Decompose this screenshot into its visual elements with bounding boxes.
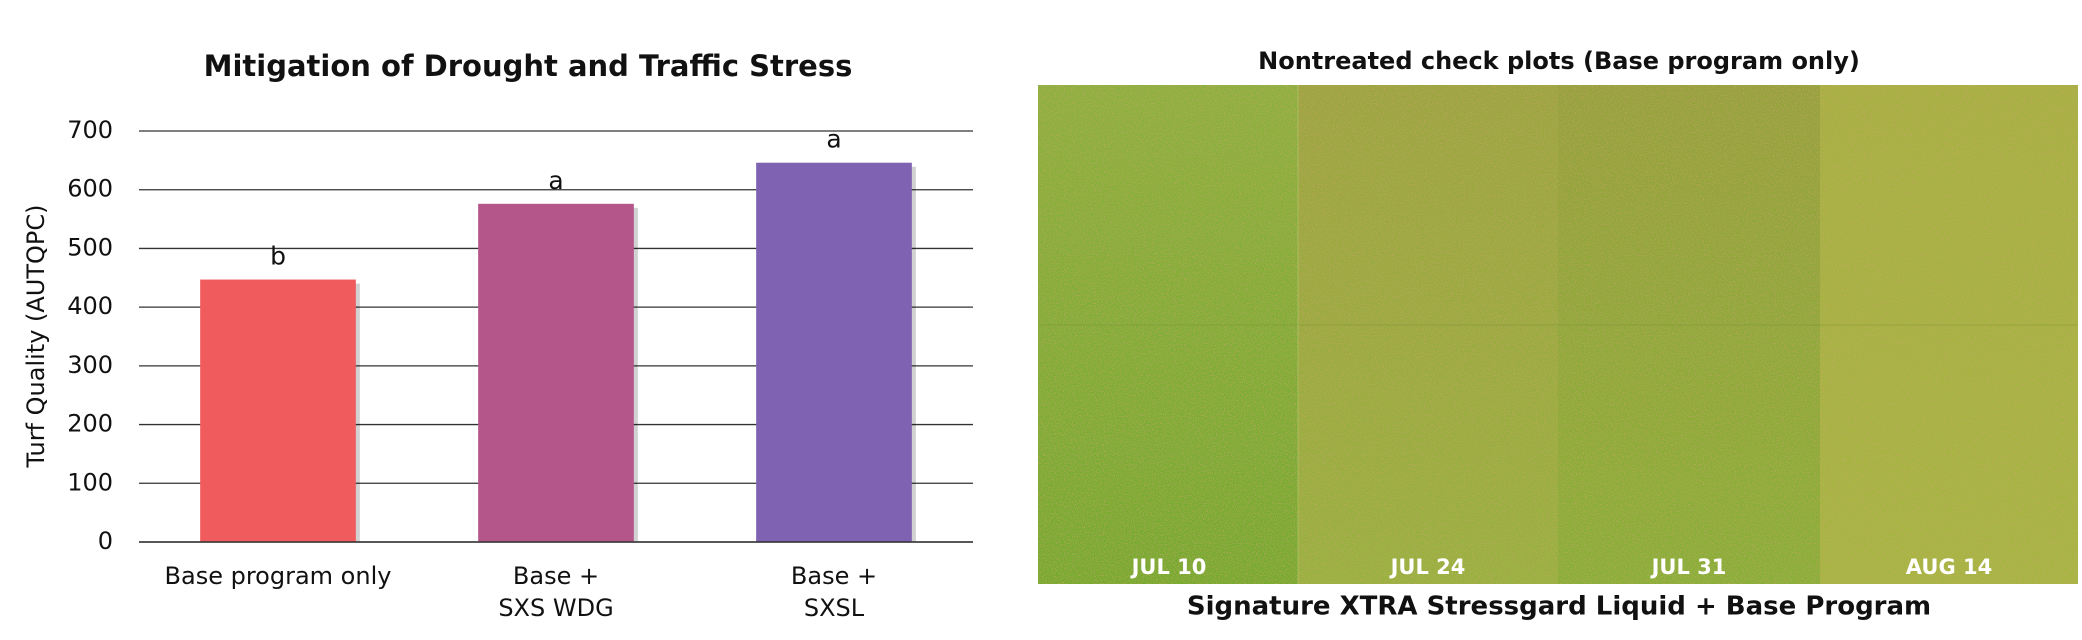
significance-letter: b xyxy=(270,242,286,271)
photo-caption: Signature XTRA Stressgard Liquid + Base … xyxy=(1187,592,1931,622)
date-label: JUL 31 xyxy=(1650,555,1727,579)
x-tick-label: Base program only xyxy=(164,562,392,590)
y-tick-label: 0 xyxy=(98,527,113,555)
y-axis-label: Turf Quality (AUTQPC) xyxy=(22,204,50,468)
plot-photo xyxy=(1558,85,1820,584)
photo-title: Nontreated check plots (Base program onl… xyxy=(1258,47,1860,75)
significance-letter: a xyxy=(548,166,563,195)
y-tick-label: 600 xyxy=(67,175,113,203)
date-label: JUL 10 xyxy=(1130,555,1207,579)
date-label: JUL 24 xyxy=(1389,555,1466,579)
y-tick-label: 700 xyxy=(67,116,113,144)
photo-panel xyxy=(1038,85,2078,584)
bar xyxy=(756,162,912,542)
bar xyxy=(200,279,356,542)
significance-letter: a xyxy=(826,125,841,154)
date-label: AUG 14 xyxy=(1906,555,1992,579)
x-tick-label: Base + SXS WDG xyxy=(498,562,614,622)
y-tick-label: 100 xyxy=(67,468,113,496)
plot-photo xyxy=(1820,85,2078,584)
y-tick-label: 200 xyxy=(67,410,113,438)
y-tick-label: 300 xyxy=(67,351,113,379)
bar xyxy=(478,203,634,542)
plot-photo xyxy=(1298,85,1558,584)
chart-title: Mitigation of Drought and Traffic Stress xyxy=(204,49,853,83)
plot-photo xyxy=(1038,85,1298,584)
x-tick-label: Base + SXSL xyxy=(790,562,878,622)
y-tick-label: 500 xyxy=(67,233,113,261)
y-tick-label: 400 xyxy=(67,292,113,320)
